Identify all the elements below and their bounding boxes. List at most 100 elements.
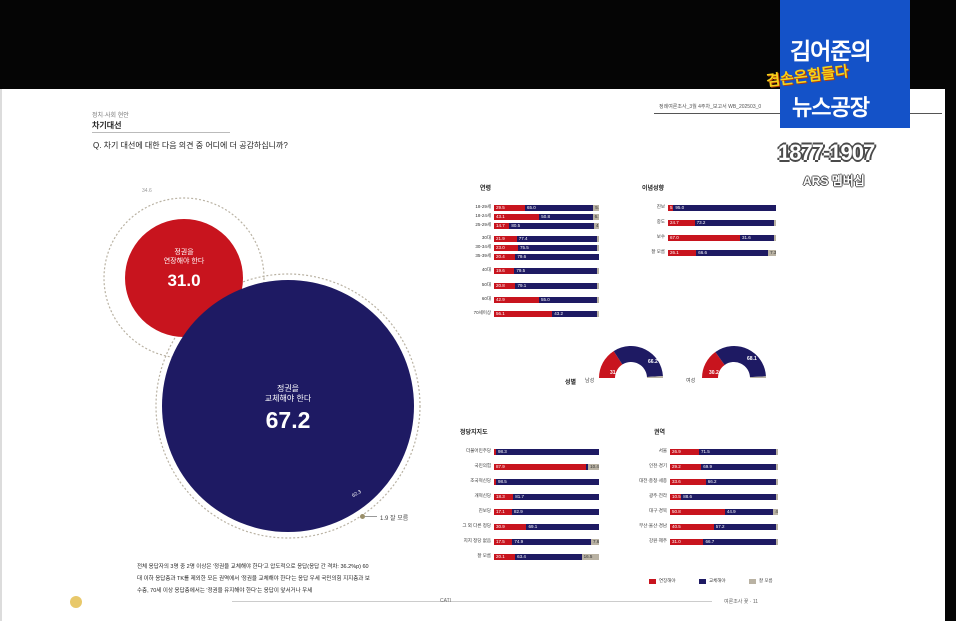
footer-divider [232, 601, 712, 602]
party-row-label: 더불어민주당 [466, 448, 491, 453]
age-row-bar: 42.9 55.0 [494, 297, 599, 303]
age-segment-b: 77.4 [516, 236, 597, 242]
legend-unknown-swatch [749, 578, 756, 584]
party-row: 그 외 다른 정당 30.9 69.1 [462, 523, 599, 530]
party-segment-g: 7.6 [591, 539, 599, 545]
region-segment-r: 31.0 [670, 539, 704, 545]
party-row-label: 국민의힘 [474, 463, 491, 468]
ideology-segment-r: 24.7 [668, 220, 695, 226]
region-row: 부산·울산·경남 40.5 57.2 [639, 523, 778, 530]
region-segment-g [775, 524, 778, 530]
ideology-row-bar: 67.0 31.6 [668, 235, 776, 241]
party-segment-b: 74.9 [512, 539, 592, 545]
age-row: 30-34세 23.0 75.5 [475, 244, 599, 251]
party-row-bar: 20.1 63.4 16.5 [494, 554, 599, 560]
ideology-row: 보수 67.0 31.6 [657, 234, 776, 241]
channel-logo-box [780, 0, 910, 128]
ideology-row-label: 보수 [656, 234, 665, 239]
summary-text: 전체 응답자의 3명 중 2명 이상은 '정권을 교체해야 한다'고 압도적으로… [137, 564, 370, 594]
party-segment-g: 10.4 [588, 464, 599, 470]
region-segment-g [775, 539, 778, 545]
ideology-segment-b: 31.6 [740, 235, 774, 241]
ideology-segment-g [774, 235, 776, 241]
age-row: 35-39세 20.4 79.6 [475, 253, 599, 260]
donut-replace-arc [715, 346, 766, 378]
age-segment-r: 23.0 [494, 245, 519, 251]
party-row-label: 그 외 다른 정당 [462, 523, 491, 528]
female-label: 여성 [686, 378, 696, 384]
ideology-row-label: 진보 [656, 204, 665, 209]
video-right-edge [945, 0, 956, 621]
party-segment-r: 87.9 [494, 464, 587, 470]
survey-question: Q. 차기 대선에 대한 다음 의견 중 어디에 더 공감하십니까? [93, 141, 288, 150]
region-row-bar: 31.0 66.7 [670, 539, 778, 545]
party-segment-r: 18.3 [494, 494, 514, 500]
region-segment-r: 26.9 [670, 449, 699, 455]
party-segment-r [494, 479, 496, 485]
age-row-label: 40대 [481, 267, 491, 272]
section-category: 정치·사회 현안 [92, 113, 129, 119]
video-left-edge [0, 89, 2, 621]
party-row-bar: 18.3 81.7 [494, 494, 599, 500]
region-segment-b: 69.9 [701, 464, 776, 470]
age-row: 70세이상 56.1 43.2 [474, 310, 599, 317]
age-row: 50대 20.8 79.1 [482, 282, 599, 289]
replace-bubble: 정권을 교체해야 한다 67.2 [162, 280, 414, 532]
region-segment-r: 33.6 [670, 479, 706, 485]
ideology-row-label: 잘 모름 [651, 249, 665, 254]
ideology-row: 진보5.095.0 [657, 204, 776, 211]
party-segment-b: 81.7 [513, 494, 599, 500]
ideology-row-label: 중도 [656, 219, 665, 224]
region-row: 서울 26.9 71.5 [659, 448, 778, 455]
age-segment-g [597, 311, 599, 317]
ideology-segment-r: 5.0 [668, 205, 674, 211]
region-row-label: 서울 [658, 448, 667, 453]
channel-logo-show: 뉴스공장 [792, 95, 870, 120]
age-segment-b: 75.5 [518, 245, 597, 251]
unknown-label: 1.9 잘 모름 [380, 516, 409, 522]
party-row: 잘 모름 20.1 63.4 16.5 [477, 553, 599, 560]
party-row-bar: 30.9 69.1 [494, 524, 599, 530]
region-segment-r: 40.5 [670, 524, 714, 530]
age-row-bar: 20.4 79.6 [494, 254, 599, 260]
report-reference: 정례여론조사_3월 4주차_보고서 WB_202503_0 [659, 104, 762, 110]
section-divider [92, 132, 230, 133]
age-segment-g [597, 283, 599, 289]
region-segment-g: 4.3 [773, 509, 778, 515]
ideology-segment-r: 67.0 [668, 235, 741, 241]
age-row-bar: 56.1 43.2 [494, 311, 599, 317]
region-row-label: 부산·울산·경남 [639, 523, 667, 528]
party-row-bar: 98.5 [494, 479, 599, 485]
party-segment-b: 82.9 [511, 509, 599, 515]
region-group-title: 권역 [654, 430, 666, 436]
ideology-row: 잘 모름 26.1 66.6 7.3 [651, 249, 776, 256]
age-row-bar: 23.0 75.5 [494, 245, 599, 251]
party-segment-b [586, 464, 589, 470]
age-row-label: 35-39세 [475, 253, 491, 258]
age-segment-b: 79.1 [515, 283, 597, 289]
age-segment-r: 42.9 [494, 297, 540, 303]
legend-extend-swatch [649, 578, 656, 584]
age-row-bar: 19.6 79.5 [494, 268, 599, 274]
ideology-segment-g [773, 220, 776, 226]
region-row-label: 대전·충청·세종 [639, 478, 667, 483]
party-segment-b: 98.5 [496, 479, 599, 485]
region-segment-g [776, 464, 778, 470]
party-row-bar: 98.3 [494, 449, 599, 455]
donut-unknown-arc [749, 376, 766, 378]
party-row-label: 개혁신당 [474, 493, 491, 498]
legend-replace-swatch [699, 578, 706, 584]
gender-title: 성별 [565, 380, 577, 386]
age-segment-b: 43.2 [552, 311, 597, 317]
male-replace-value: 66.2 [648, 359, 658, 365]
ideology-segment-b: 95.0 [673, 205, 776, 211]
female-replace-value: 68.1 [747, 356, 757, 362]
region-row-label: 인천·경기 [648, 463, 667, 468]
age-row-bar: 43.150.86.1 [494, 214, 599, 220]
ideology-segment-b: 73.2 [694, 220, 774, 226]
age-segment-b: 79.5 [514, 268, 597, 274]
age-row-bar: 21.9 77.4 [494, 236, 599, 242]
donut-unknown-arc [646, 375, 663, 378]
footer-logo [70, 596, 82, 608]
